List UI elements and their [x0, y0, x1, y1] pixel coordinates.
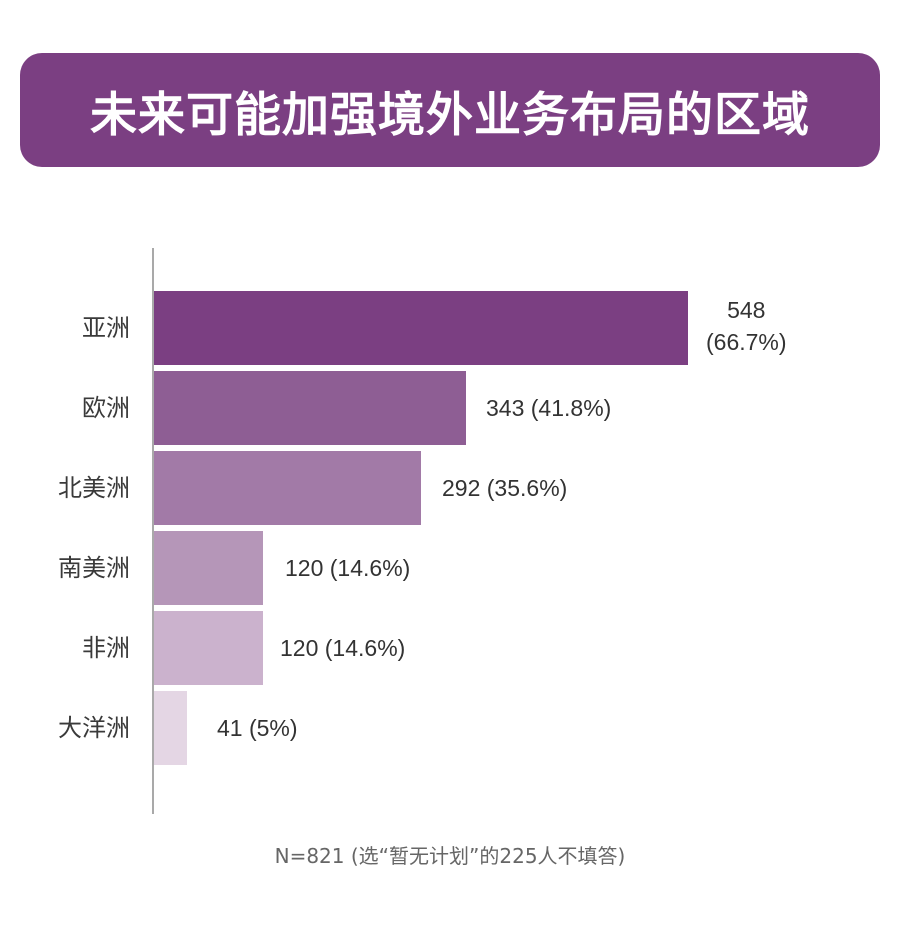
- value-label-north-america: 292 (35.6%): [442, 475, 568, 501]
- category-label-oceania: 大洋洲: [58, 714, 130, 742]
- value-label-asia: 548 (66.7%): [706, 294, 787, 358]
- category-label-asia: 亚洲: [82, 314, 130, 342]
- category-label-africa: 非洲: [82, 634, 130, 662]
- value-label-south-america: 120 (14.6%): [285, 555, 411, 581]
- value-label-oceania: 41 (5%): [217, 715, 298, 741]
- bar-oceania: [154, 691, 187, 765]
- bar-south-america: [154, 531, 263, 605]
- category-label-europe: 欧洲: [82, 394, 130, 422]
- bar-asia: [154, 291, 688, 365]
- value-percent-asia: (66.7%): [706, 329, 787, 355]
- value-count-asia: 548: [727, 297, 766, 323]
- chart-title: 未来可能加强境外业务布局的区域: [90, 87, 810, 143]
- value-label-europe: 343 (41.8%): [486, 395, 612, 421]
- bar-africa: [154, 611, 263, 685]
- value-label-africa: 120 (14.6%): [280, 635, 406, 661]
- category-label-north-america: 北美洲: [58, 474, 130, 502]
- sample-size-footnote: N=821 (选“暂无计划”的225人不填答): [274, 844, 626, 868]
- title-banner: 未来可能加强境外业务布局的区域: [20, 53, 880, 167]
- bar-north-america: [154, 451, 421, 525]
- y-axis-line: [152, 248, 154, 814]
- bar-europe: [154, 371, 466, 445]
- category-label-south-america: 南美洲: [58, 554, 130, 582]
